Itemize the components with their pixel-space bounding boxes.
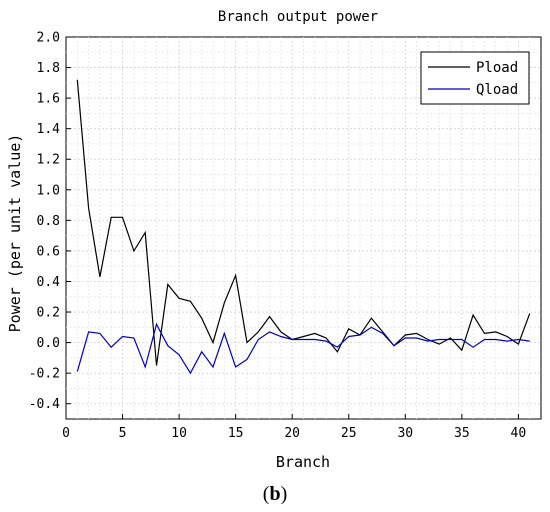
- x-tick-label: 10: [171, 426, 187, 441]
- x-tick-label: 5: [119, 426, 127, 441]
- y-tick-label: -0.2: [29, 367, 60, 382]
- y-tick-label: -0.4: [29, 397, 60, 412]
- x-tick-label: 35: [454, 426, 470, 441]
- caption-open-paren: (: [263, 483, 270, 505]
- x-tick-label: 25: [341, 426, 357, 441]
- y-axis-label: Power (per unit value): [6, 134, 24, 333]
- chart-title: Branch output power: [218, 9, 378, 25]
- y-tick-label: 1.0: [37, 183, 60, 198]
- grid-lines: [66, 37, 541, 419]
- caption-letter: b: [269, 483, 280, 505]
- y-tick-label: 0.2: [37, 306, 60, 321]
- series-lines: [76, 79, 531, 375]
- y-tick-label: 1.6: [37, 92, 60, 107]
- y-tick-label: 1.2: [37, 153, 60, 168]
- series-line-pload: [76, 79, 531, 366]
- caption-close-paren: ): [281, 483, 288, 505]
- y-tick-label: 1.4: [37, 122, 61, 137]
- figure-caption: (b): [263, 483, 287, 505]
- legend: Pload Qload: [420, 51, 530, 105]
- y-tick-label: 0.8: [37, 214, 60, 229]
- y-tick-label: 0.0: [37, 336, 60, 351]
- legend-box: [420, 51, 530, 105]
- x-tick-label: 20: [284, 426, 300, 441]
- x-axis-ticks: 0 5 10 15 20 25 30 35 40: [62, 414, 526, 441]
- x-tick-label: 40: [511, 426, 527, 441]
- x-tick-label: 30: [397, 426, 413, 441]
- y-tick-label: 0.6: [37, 244, 60, 259]
- x-axis-label: Branch: [276, 453, 330, 471]
- y-tick-label: 2.0: [37, 31, 60, 46]
- y-tick-label: 0.4: [37, 275, 61, 290]
- series-line-qload: [76, 322, 530, 375]
- x-tick-label: 15: [228, 426, 244, 441]
- y-axis-ticks: -0.4 -0.2 0.0 0.2 0.4 0.6 0.8 1.0 1.2 1.4 1.6 1.8 2.…: [29, 31, 71, 412]
- legend-label-qload: Qload: [476, 82, 518, 98]
- x-tick-label: 0: [62, 426, 70, 441]
- y-tick-label: 1.8: [37, 61, 60, 76]
- legend-label-pload: Pload: [476, 60, 518, 76]
